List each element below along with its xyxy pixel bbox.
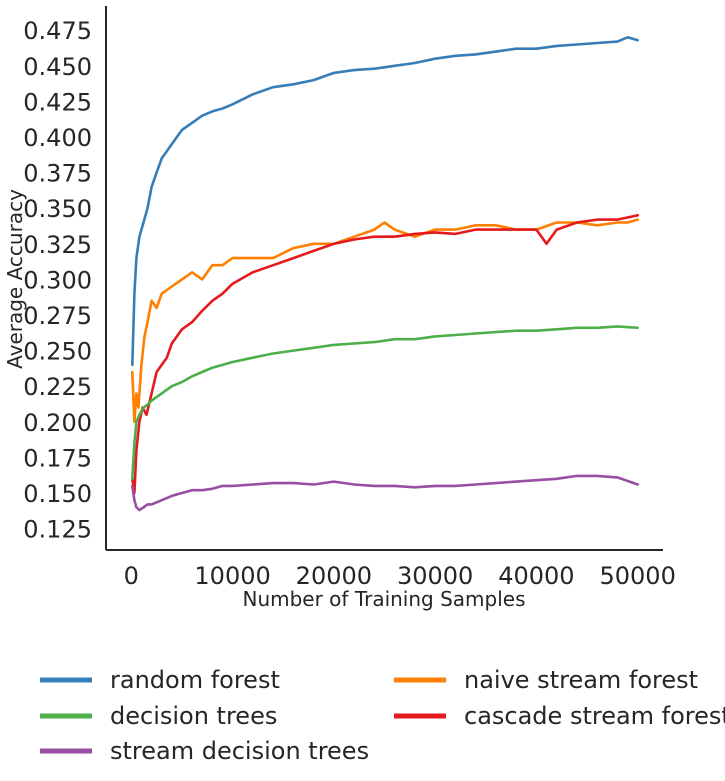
- y-tick-label: 0.250: [23, 338, 92, 366]
- legend-label-stream-decision-trees: stream decision trees: [110, 737, 369, 765]
- y-tick-label: 0.200: [23, 409, 92, 437]
- legend: random forest decision trees stream decisi…: [40, 666, 725, 765]
- y-axis-label: Average Accuracy: [3, 189, 27, 369]
- legend-label-random-forest: random forest: [110, 666, 280, 694]
- legend-label-naive-stream-forest: naive stream forest: [464, 666, 698, 694]
- x-axis-label: Number of Training Samples: [242, 587, 525, 611]
- y-tick-label: 0.350: [23, 195, 92, 223]
- legend-label-decision-trees: decision trees: [110, 702, 277, 730]
- x-tick-label: 30000: [397, 562, 473, 590]
- y-tick-label: 0.450: [23, 53, 92, 81]
- legend-label-cascade-stream-forest: cascade stream forest: [464, 702, 725, 730]
- x-tick-label: 50000: [600, 562, 676, 590]
- y-tick-label: 0.400: [23, 124, 92, 152]
- series-line-naive-stream-forest: [131, 218, 640, 424]
- y-tick-label: 0.425: [23, 88, 92, 116]
- x-tick-label: 20000: [296, 562, 372, 590]
- y-tick-label: 0.125: [23, 516, 92, 544]
- y-axis-ticks: 0.125 0.150 0.175 0.200 0.225 0.250 0.275 0.300…: [23, 17, 92, 543]
- y-tick-label: 0.275: [23, 302, 92, 330]
- plot-area: [131, 35, 640, 512]
- y-tick-label: 0.225: [23, 373, 92, 401]
- y-tick-label: 0.375: [23, 160, 92, 188]
- series-line-decision-trees: [131, 325, 640, 481]
- y-tick-label: 0.175: [23, 444, 92, 472]
- y-tick-label: 0.150: [23, 480, 92, 508]
- x-axis-ticks: 0 10000 20000 30000 40000 50000: [124, 562, 676, 590]
- x-tick-label: 0: [124, 562, 139, 590]
- y-tick-label: 0.325: [23, 231, 92, 259]
- series-line-stream-decision-trees: [131, 474, 640, 512]
- series-line-cascade-stream-forest: [131, 214, 640, 495]
- x-tick-label: 10000: [194, 562, 270, 590]
- y-tick-label: 0.475: [23, 17, 92, 45]
- y-tick-label: 0.300: [23, 266, 92, 294]
- series-line-random-forest: [131, 35, 640, 367]
- x-tick-label: 40000: [498, 562, 574, 590]
- axes: [105, 6, 663, 551]
